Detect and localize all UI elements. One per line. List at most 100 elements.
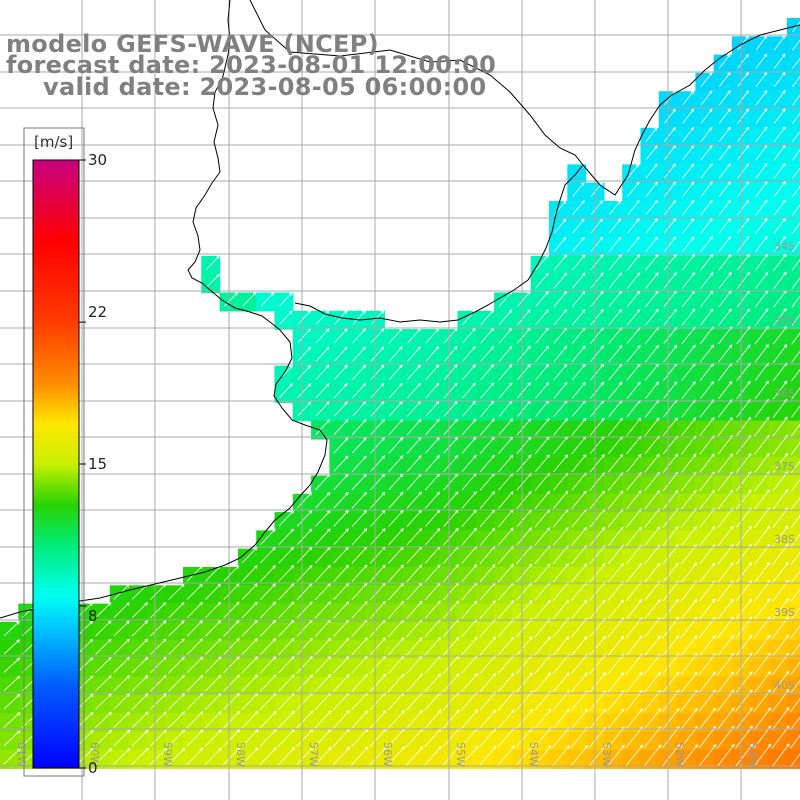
wind-arrow-head	[730, 616, 734, 621]
wind-cell	[786, 274, 800, 294]
wind-arrow-head	[437, 636, 441, 641]
wind-arrow-head	[399, 437, 404, 441]
wind-cell	[695, 347, 715, 367]
wind-arrow	[754, 489, 770, 510]
wind-arrow	[113, 693, 130, 710]
wind-arrow	[626, 309, 641, 326]
wind-arrow	[772, 380, 788, 400]
wind-arrow-head	[767, 743, 772, 748]
wind-arrow	[790, 533, 800, 547]
wind-cell	[640, 621, 660, 641]
wind-arrow-head	[381, 437, 385, 441]
wind-arrow	[645, 218, 658, 234]
wind-arrow	[205, 274, 220, 289]
wind-arrow	[425, 346, 439, 362]
wind-arrow	[626, 290, 641, 308]
wind-arrow	[662, 671, 680, 694]
wind-arrow	[625, 599, 643, 620]
wind-cell	[567, 585, 587, 605]
wind-cell	[750, 292, 770, 312]
wind-arrow-head	[654, 145, 658, 149]
wind-arrow	[113, 620, 130, 637]
wind-cell	[384, 329, 404, 348]
wind-arrow-head	[380, 346, 385, 351]
wind-cell	[347, 457, 367, 477]
wind-arrow-head	[163, 729, 167, 734]
wind-arrow	[205, 620, 221, 637]
wind-arrow	[571, 272, 586, 289]
wind-arrow	[333, 601, 349, 619]
wind-arrow	[388, 473, 404, 491]
wind-cell	[530, 310, 550, 330]
wind-arrow	[370, 401, 385, 417]
wind-arrow-head	[199, 656, 204, 661]
wind-arrow	[534, 509, 550, 528]
wind-cell	[567, 402, 587, 422]
wind-arrow	[95, 657, 112, 673]
wind-arrow	[681, 417, 697, 437]
wind-cell	[347, 402, 367, 422]
wind-arrow-head	[636, 308, 641, 313]
wind-cell	[750, 182, 770, 202]
wind-arrow	[754, 272, 769, 290]
wind-arrow	[644, 345, 659, 363]
wind-arrow-head	[400, 600, 405, 605]
wind-arrow-head	[728, 271, 732, 276]
wind-arrow	[608, 272, 622, 289]
wind-arrow	[662, 635, 679, 657]
wind-arrow-head	[181, 729, 186, 734]
wind-arrow-head	[325, 310, 330, 314]
wind-arrow-head	[545, 272, 549, 277]
wind-arrow	[607, 745, 625, 767]
wind-arrow-head	[547, 672, 552, 677]
wind-arrow-head	[363, 509, 368, 514]
wind-arrow	[791, 332, 800, 345]
wind-arrow	[772, 471, 788, 492]
wind-arrow-head	[327, 710, 332, 715]
wind-arrow-head	[694, 689, 698, 694]
wind-cell	[420, 621, 440, 641]
wind-arrow	[131, 620, 148, 637]
wind-cell	[713, 164, 733, 184]
wind-arrow	[626, 327, 641, 344]
wind-arrow-head	[493, 745, 497, 750]
wind-arrow-head	[638, 472, 642, 476]
wind-arrow	[772, 598, 789, 620]
wind-arrow	[607, 726, 625, 748]
wind-cell	[256, 585, 276, 605]
wind-arrow-head	[508, 363, 513, 368]
wind-arrow	[516, 346, 531, 362]
wind-arrow	[607, 472, 624, 491]
wind-cell	[494, 475, 513, 495]
longitude-label: 56W	[381, 742, 394, 767]
wind-arrow-head	[291, 674, 295, 678]
wind-arrow-head	[582, 345, 586, 349]
wind-cell	[786, 603, 800, 623]
wind-cell	[311, 695, 330, 714]
wind-arrow	[698, 726, 717, 749]
wind-arrow-head	[764, 199, 768, 204]
wind-arrow-head	[252, 291, 257, 296]
wind-arrow-head	[566, 708, 570, 713]
wind-cell	[768, 127, 788, 147]
wind-arrow-head	[693, 507, 697, 512]
wind-arrow-head	[763, 90, 768, 94]
wind-cell	[183, 621, 202, 641]
wind-arrow-head	[381, 491, 386, 496]
wind-arrow	[588, 727, 607, 748]
wind-cell	[530, 347, 550, 367]
wind-arrow	[497, 655, 515, 675]
wind-cell	[237, 292, 257, 312]
wind-arrow-head	[727, 163, 731, 167]
wind-arrow-head	[309, 746, 314, 751]
wind-arrow-head	[635, 163, 640, 168]
wind-arrow-head	[654, 218, 658, 222]
wind-cell	[402, 530, 422, 550]
wind-arrow-head	[236, 729, 241, 733]
wind-arrow	[772, 362, 788, 382]
wind-cell	[146, 676, 166, 696]
wind-arrow	[772, 416, 788, 437]
wind-arrow-head	[419, 746, 424, 750]
wind-arrow-head	[529, 672, 533, 677]
wind-arrow	[552, 581, 569, 601]
